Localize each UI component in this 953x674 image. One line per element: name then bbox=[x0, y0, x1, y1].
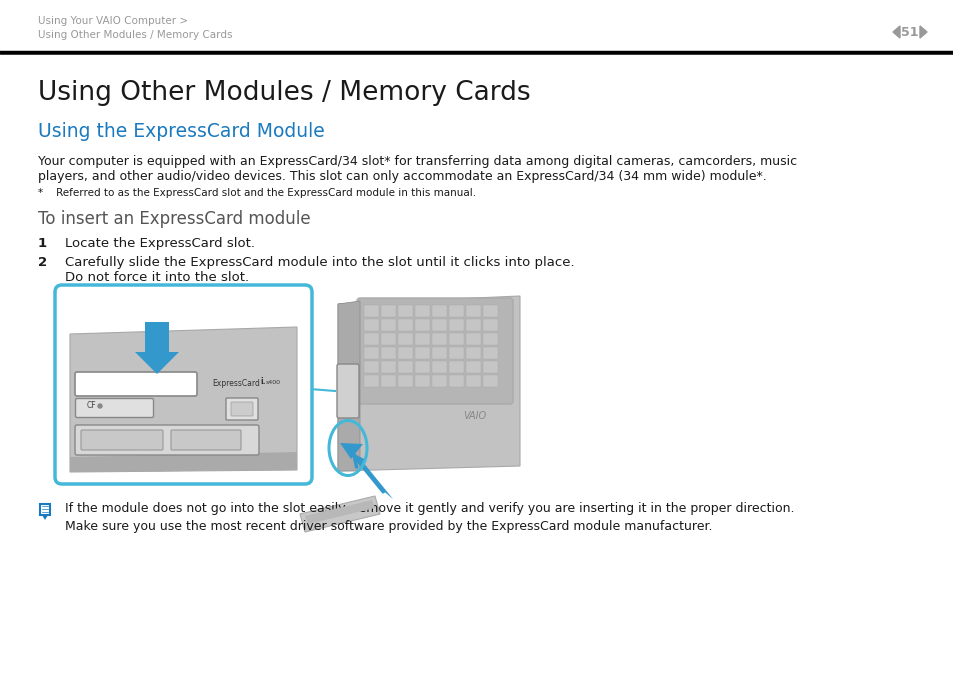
FancyBboxPatch shape bbox=[380, 361, 395, 373]
FancyBboxPatch shape bbox=[364, 375, 378, 387]
FancyBboxPatch shape bbox=[415, 375, 430, 387]
FancyBboxPatch shape bbox=[364, 319, 378, 331]
Text: ExpressCard: ExpressCard bbox=[212, 379, 259, 388]
FancyBboxPatch shape bbox=[415, 347, 430, 359]
Polygon shape bbox=[892, 26, 899, 38]
Text: 51: 51 bbox=[901, 26, 918, 38]
Polygon shape bbox=[145, 322, 169, 354]
FancyBboxPatch shape bbox=[397, 333, 413, 345]
FancyBboxPatch shape bbox=[364, 333, 378, 345]
Circle shape bbox=[98, 404, 102, 408]
Text: 1: 1 bbox=[38, 237, 47, 250]
FancyBboxPatch shape bbox=[397, 375, 413, 387]
Text: Make sure you use the most recent driver software provided by the ExpressCard mo: Make sure you use the most recent driver… bbox=[65, 520, 712, 533]
FancyBboxPatch shape bbox=[415, 305, 430, 317]
FancyBboxPatch shape bbox=[336, 364, 358, 418]
Text: Using the ExpressCard Module: Using the ExpressCard Module bbox=[38, 122, 324, 141]
Text: Your computer is equipped with an ExpressCard/34 slot* for transferring data amo: Your computer is equipped with an Expres… bbox=[38, 155, 797, 168]
FancyBboxPatch shape bbox=[415, 333, 430, 345]
FancyBboxPatch shape bbox=[465, 375, 480, 387]
FancyBboxPatch shape bbox=[482, 375, 497, 387]
FancyBboxPatch shape bbox=[465, 305, 480, 317]
Polygon shape bbox=[305, 500, 375, 524]
FancyBboxPatch shape bbox=[397, 361, 413, 373]
FancyBboxPatch shape bbox=[465, 361, 480, 373]
FancyBboxPatch shape bbox=[482, 347, 497, 359]
FancyBboxPatch shape bbox=[380, 347, 395, 359]
Polygon shape bbox=[42, 515, 48, 520]
Text: 2: 2 bbox=[38, 256, 47, 269]
FancyBboxPatch shape bbox=[465, 319, 480, 331]
FancyBboxPatch shape bbox=[449, 305, 463, 317]
FancyBboxPatch shape bbox=[432, 361, 447, 373]
Polygon shape bbox=[70, 452, 296, 472]
FancyBboxPatch shape bbox=[397, 319, 413, 331]
FancyBboxPatch shape bbox=[482, 361, 497, 373]
FancyBboxPatch shape bbox=[171, 430, 241, 450]
FancyBboxPatch shape bbox=[364, 347, 378, 359]
FancyBboxPatch shape bbox=[449, 333, 463, 345]
FancyBboxPatch shape bbox=[432, 347, 447, 359]
Text: Using Other Modules / Memory Cards: Using Other Modules / Memory Cards bbox=[38, 80, 530, 106]
FancyBboxPatch shape bbox=[432, 333, 447, 345]
FancyBboxPatch shape bbox=[449, 375, 463, 387]
Text: Using Your VAIO Computer >: Using Your VAIO Computer > bbox=[38, 16, 188, 26]
FancyBboxPatch shape bbox=[465, 333, 480, 345]
Text: Carefully slide the ExpressCard module into the slot until it clicks into place.: Carefully slide the ExpressCard module i… bbox=[65, 256, 574, 269]
FancyBboxPatch shape bbox=[415, 361, 430, 373]
Text: i.: i. bbox=[260, 377, 265, 386]
FancyBboxPatch shape bbox=[226, 398, 257, 420]
Text: If the module does not go into the slot easily, remove it gently and verify you : If the module does not go into the slot … bbox=[65, 502, 794, 515]
FancyBboxPatch shape bbox=[397, 305, 413, 317]
FancyBboxPatch shape bbox=[364, 361, 378, 373]
FancyBboxPatch shape bbox=[449, 319, 463, 331]
Text: VAIO: VAIO bbox=[463, 411, 486, 421]
FancyBboxPatch shape bbox=[482, 305, 497, 317]
FancyBboxPatch shape bbox=[75, 372, 196, 396]
Polygon shape bbox=[346, 446, 393, 499]
Text: To insert an ExpressCard module: To insert an ExpressCard module bbox=[38, 210, 311, 228]
Polygon shape bbox=[299, 496, 379, 532]
Polygon shape bbox=[70, 327, 296, 472]
FancyBboxPatch shape bbox=[397, 347, 413, 359]
FancyBboxPatch shape bbox=[75, 425, 258, 455]
Text: Locate the ExpressCard slot.: Locate the ExpressCard slot. bbox=[65, 237, 254, 250]
FancyBboxPatch shape bbox=[449, 347, 463, 359]
FancyBboxPatch shape bbox=[432, 375, 447, 387]
FancyBboxPatch shape bbox=[380, 333, 395, 345]
FancyBboxPatch shape bbox=[432, 305, 447, 317]
Text: s400: s400 bbox=[266, 379, 281, 384]
Text: players, and other audio/video devices. This slot can only accommodate an Expres: players, and other audio/video devices. … bbox=[38, 170, 766, 183]
FancyBboxPatch shape bbox=[465, 347, 480, 359]
FancyBboxPatch shape bbox=[81, 430, 163, 450]
Polygon shape bbox=[337, 296, 519, 471]
FancyBboxPatch shape bbox=[356, 298, 513, 404]
FancyBboxPatch shape bbox=[482, 319, 497, 331]
FancyBboxPatch shape bbox=[380, 319, 395, 331]
FancyBboxPatch shape bbox=[231, 402, 253, 416]
Text: *    Referred to as the ExpressCard slot and the ExpressCard module in this manu: * Referred to as the ExpressCard slot an… bbox=[38, 188, 476, 198]
FancyBboxPatch shape bbox=[380, 375, 395, 387]
FancyBboxPatch shape bbox=[482, 333, 497, 345]
FancyBboxPatch shape bbox=[432, 319, 447, 331]
Polygon shape bbox=[337, 301, 359, 471]
FancyBboxPatch shape bbox=[364, 305, 378, 317]
FancyBboxPatch shape bbox=[75, 398, 153, 417]
Text: Do not force it into the slot.: Do not force it into the slot. bbox=[65, 271, 249, 284]
FancyBboxPatch shape bbox=[415, 319, 430, 331]
FancyBboxPatch shape bbox=[380, 305, 395, 317]
Polygon shape bbox=[135, 352, 179, 374]
Text: CF: CF bbox=[87, 402, 96, 410]
FancyBboxPatch shape bbox=[449, 361, 463, 373]
Text: Using Other Modules / Memory Cards: Using Other Modules / Memory Cards bbox=[38, 30, 233, 40]
Polygon shape bbox=[339, 443, 363, 459]
FancyBboxPatch shape bbox=[55, 285, 312, 484]
Polygon shape bbox=[919, 26, 926, 38]
